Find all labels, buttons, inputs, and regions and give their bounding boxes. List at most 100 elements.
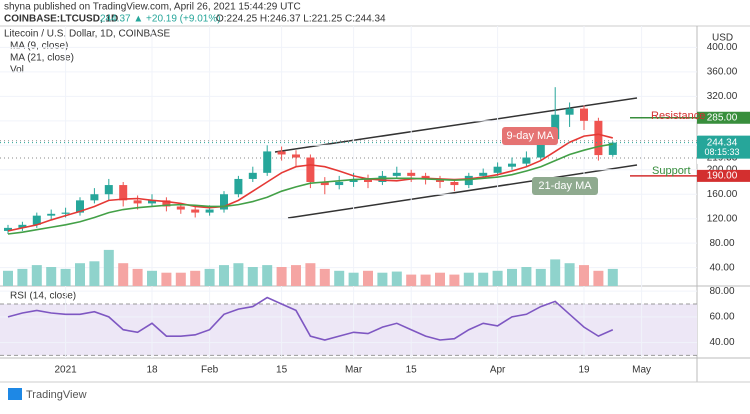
last-price-box <box>697 135 750 159</box>
y-tick-label: 40.00 <box>709 337 734 348</box>
candle-body <box>580 108 588 121</box>
legend-title: Litecoin / U.S. Dollar, 1D, COINBASE <box>4 29 171 40</box>
volume-bar <box>103 249 114 286</box>
candle-body <box>508 163 516 167</box>
ma-line <box>7 133 613 232</box>
volume-bar <box>521 267 532 286</box>
annotation: Support <box>652 165 691 177</box>
candle-body <box>292 154 300 158</box>
volume-bar <box>219 265 229 286</box>
candle-body <box>263 151 272 173</box>
candle-body <box>493 166 502 173</box>
volume-bar <box>593 270 604 286</box>
candle-body <box>436 178 444 182</box>
volume-bar <box>579 265 589 286</box>
volume-bar <box>535 268 546 286</box>
candle-body <box>205 209 214 213</box>
y-tick-label: 80.00 <box>709 238 734 249</box>
candle-body <box>551 114 560 140</box>
currency: USD <box>712 33 733 44</box>
volume-bar <box>175 272 186 286</box>
volume-bar <box>348 272 359 286</box>
rsi-legend: RSI (14, close) <box>10 291 76 302</box>
logo <box>8 388 22 400</box>
price-label-box <box>697 111 750 124</box>
candle-body <box>133 200 142 204</box>
annotation: 9-day MA <box>506 130 554 142</box>
channel-line <box>287 164 638 219</box>
x-tick-label: 15 <box>406 365 418 376</box>
price-label: 190.00 <box>707 171 738 182</box>
volume-bar <box>247 267 258 286</box>
annotation: 21-day MA <box>538 180 592 192</box>
ma-line <box>7 143 613 235</box>
legend-entry: MA (9, close) <box>10 41 68 52</box>
x-tick-label: Mar <box>345 365 363 376</box>
price-label-box <box>697 169 750 182</box>
volume-bar <box>118 263 129 286</box>
brand: TradingView <box>26 389 87 401</box>
candle-body <box>47 213 56 216</box>
y-tick-label: 40.00 <box>709 262 734 273</box>
candle-body <box>104 185 113 195</box>
volume-bar <box>147 270 157 286</box>
price-label: 285.00 <box>707 112 738 123</box>
candle-body <box>176 206 185 210</box>
legend-entry: Vol <box>10 65 24 76</box>
candle-body <box>4 227 12 231</box>
x-tick-label: Apr <box>490 365 506 376</box>
candle-body <box>349 178 358 182</box>
volume-bar <box>233 263 244 286</box>
candle-body <box>450 182 459 186</box>
volume-bar <box>17 268 28 286</box>
volume-bar <box>46 267 57 286</box>
rsi-line <box>7 296 614 341</box>
volume-bar <box>89 261 100 286</box>
candle-body <box>608 142 617 155</box>
candle-body <box>320 182 329 186</box>
candle-body <box>220 194 228 210</box>
publisher: shyna published on TradingView.com, Apri… <box>4 2 301 13</box>
candle-body <box>464 175 473 186</box>
volume-bar <box>507 268 517 286</box>
candle-body <box>234 178 243 195</box>
volume-bar <box>363 270 373 286</box>
candle-body <box>119 185 128 201</box>
volume-bar <box>550 259 561 286</box>
volume-bar <box>262 265 273 286</box>
y-tick-label: 120.00 <box>707 213 738 224</box>
volume-bar <box>564 263 575 286</box>
candle-body <box>61 212 70 214</box>
volume-bar <box>291 265 301 286</box>
rsi-band <box>0 304 697 356</box>
x-tick-label: 15 <box>276 365 288 376</box>
volume-bar <box>435 272 445 286</box>
volume-bar <box>3 270 13 286</box>
volume-bar <box>31 265 42 286</box>
volume-bar <box>204 268 215 286</box>
volume-bar <box>276 267 287 286</box>
volume-bar <box>406 274 417 286</box>
annotation-box <box>532 177 598 195</box>
candle-body <box>76 200 84 213</box>
x-tick-label: 18 <box>146 365 158 376</box>
candle-body <box>392 172 401 176</box>
y-tick-label: 360.00 <box>707 67 738 78</box>
candle-body <box>148 200 156 204</box>
volume-bar <box>391 271 402 286</box>
candle-body <box>479 172 488 176</box>
volume-bar <box>75 263 85 286</box>
volume-bar <box>607 268 618 286</box>
candle-body <box>306 157 315 182</box>
candle-body <box>248 172 257 179</box>
x-tick-label: 19 <box>578 365 590 376</box>
countdown: 08:15:33 <box>704 147 739 157</box>
last-price: 244.34 <box>707 137 738 148</box>
annotation-box <box>502 127 558 145</box>
x-tick-label: 2021 <box>54 365 77 376</box>
channel-line <box>274 97 638 153</box>
candle-body <box>407 172 416 176</box>
candle-body <box>277 151 286 155</box>
volume-bar <box>478 272 489 286</box>
